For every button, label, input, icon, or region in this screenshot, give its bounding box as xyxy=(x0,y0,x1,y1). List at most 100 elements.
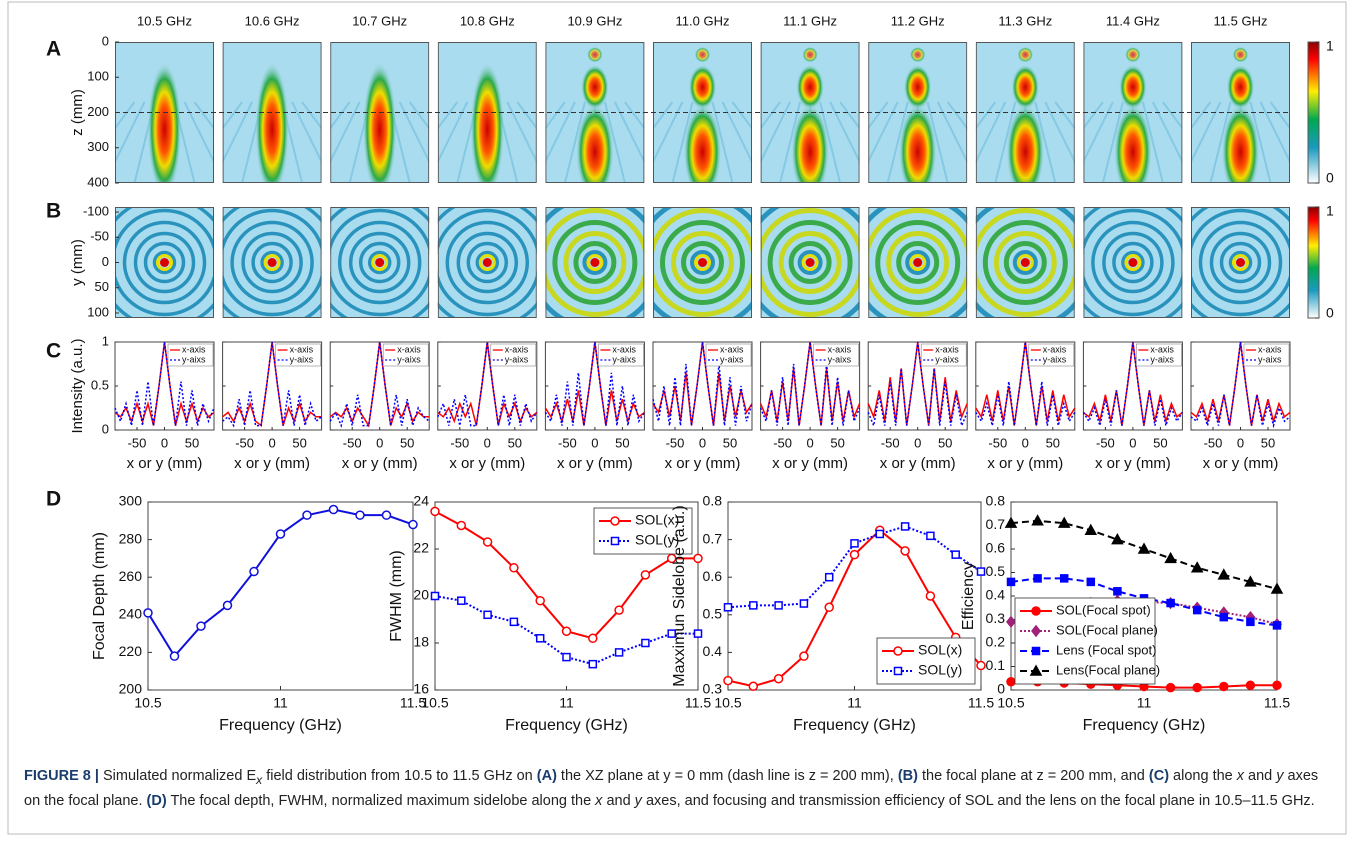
frequency-label: 11.1 GHz xyxy=(783,13,837,28)
map-stripe xyxy=(975,101,1007,164)
x-tick-label: -50 xyxy=(988,435,1007,450)
spot xyxy=(590,258,600,267)
data-point xyxy=(275,529,286,539)
y-tick-label: 0.7 xyxy=(703,530,723,546)
ring xyxy=(1209,231,1272,294)
intensity-curve xyxy=(867,341,968,429)
ring xyxy=(475,250,500,275)
intensity-curve xyxy=(759,341,861,426)
ring xyxy=(456,231,519,294)
ring xyxy=(905,250,931,275)
data-point xyxy=(249,566,259,577)
y-axis-label: Intensity (a.u.) xyxy=(69,338,86,433)
map-frame xyxy=(653,207,752,318)
xy-field-map xyxy=(330,207,430,318)
legend-marker xyxy=(1031,606,1041,616)
x-tick-label: 0 xyxy=(1237,435,1244,450)
y-tick-label: 0.2 xyxy=(986,634,1006,650)
legend-label: y-aixs xyxy=(1043,354,1067,364)
data-point xyxy=(482,537,493,547)
map-stripe xyxy=(1054,101,1075,131)
y-tick-label: 0 xyxy=(102,421,109,436)
ring xyxy=(1198,220,1283,305)
beam xyxy=(802,46,819,63)
data-point xyxy=(483,610,492,620)
y-tick-label: 16 xyxy=(413,681,429,697)
ring xyxy=(563,231,627,294)
ring xyxy=(886,231,950,294)
data-point xyxy=(799,651,809,661)
map-stripe xyxy=(926,101,949,183)
map-stripe xyxy=(760,101,781,131)
map-stripe xyxy=(721,101,752,164)
figure-border xyxy=(7,1,1347,835)
map-stripe xyxy=(886,101,909,183)
y-axis-label: z (mm) xyxy=(69,89,86,136)
ring xyxy=(1083,208,1183,317)
data-point xyxy=(824,572,834,582)
beam xyxy=(1118,64,1147,110)
map-stripe xyxy=(624,101,645,131)
caption-text: and xyxy=(602,792,635,809)
x-tick-label: 11 xyxy=(559,695,574,711)
map-frame xyxy=(760,207,860,318)
spot xyxy=(375,258,385,267)
frequency-label: 11.3 GHz xyxy=(998,13,1052,28)
y-axis-label: Efficiency xyxy=(960,562,977,630)
frequency-label: 11.4 GHz xyxy=(1106,13,1160,28)
map-stripe xyxy=(1083,101,1104,131)
spot xyxy=(698,258,707,267)
legend-marker xyxy=(893,646,903,656)
x-axis-label: x or y (mm) xyxy=(772,455,848,472)
y-tick-label: 220 xyxy=(119,643,143,659)
caption-text: x xyxy=(256,772,263,787)
caption-text: (B) xyxy=(897,768,918,784)
ring xyxy=(143,241,186,284)
spot-ring xyxy=(801,254,819,271)
ring xyxy=(1219,241,1262,284)
ring xyxy=(788,241,832,284)
data-point xyxy=(1190,561,1204,573)
map-stripe xyxy=(839,101,860,131)
map-frame xyxy=(330,207,430,318)
x-tick-label: 0 xyxy=(376,435,383,450)
map-stripe xyxy=(115,101,136,131)
legend-label: y-aixs xyxy=(612,354,636,364)
y-axis-label: Focal Depth (mm) xyxy=(91,532,108,660)
ring xyxy=(230,220,314,305)
intensity-curve xyxy=(652,341,753,426)
data-point xyxy=(588,659,598,669)
data-point xyxy=(926,531,935,541)
caption-text: y xyxy=(1276,768,1284,784)
ring xyxy=(260,250,284,275)
x-tick-label: 11.5 xyxy=(968,695,994,711)
data-point xyxy=(723,603,733,612)
colorbar xyxy=(1307,41,1320,184)
spot xyxy=(160,258,169,267)
data-point xyxy=(1164,551,1177,564)
map-stripe xyxy=(1044,101,1075,164)
legend-label: SOL(y) xyxy=(918,662,962,678)
legend-box xyxy=(593,507,693,555)
data-point xyxy=(640,570,651,580)
ring xyxy=(466,241,509,284)
data-point xyxy=(900,522,910,531)
map-frame xyxy=(975,207,1075,318)
x-axis-label: x or y (mm) xyxy=(987,455,1063,472)
intensity-curve xyxy=(437,341,538,426)
y-tick-label: 24 xyxy=(413,493,429,509)
x-axis-label: x or y (mm) xyxy=(1095,455,1171,472)
x-axis-label: x or y (mm) xyxy=(234,455,310,472)
ring xyxy=(330,208,430,317)
spot xyxy=(1236,258,1245,267)
data-point xyxy=(1219,612,1229,622)
beam xyxy=(575,104,614,183)
caption-text: The focal depth, FWHM, normalized maximu… xyxy=(166,792,596,809)
map-stripe xyxy=(1191,101,1222,164)
x-tick-label: 50 xyxy=(292,435,306,450)
xy-field-map xyxy=(222,207,322,318)
data-point xyxy=(850,539,859,548)
ring xyxy=(241,231,303,294)
